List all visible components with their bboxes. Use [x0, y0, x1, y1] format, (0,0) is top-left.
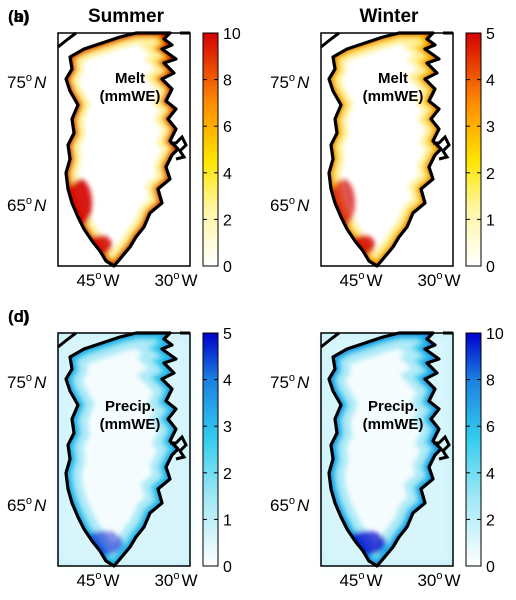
overlay-units: (mmWE)	[363, 416, 424, 433]
latitude-label: 75o N	[7, 372, 47, 392]
panel-label: (a)	[8, 7, 29, 26]
colorbar-tick-label: 5	[486, 26, 495, 43]
colorbar-tick-label: 8	[486, 373, 495, 390]
ellesmere-coast	[320, 31, 340, 49]
colorbar-tick-label: 8	[223, 73, 232, 90]
coastline	[327, 31, 443, 268]
colorbar-tick-label: 6	[486, 419, 495, 436]
panel-label: (c)	[8, 307, 29, 326]
colorbar-tick-label: 4	[486, 73, 495, 90]
coastline	[327, 331, 443, 568]
colorbar-tick-label: 4	[223, 166, 232, 183]
panel-label: (d)	[8, 307, 30, 326]
map-frame	[57, 332, 191, 567]
overlay-variable: Melt	[378, 70, 408, 87]
latitude-label: 75o N	[270, 372, 310, 392]
map-area: Melt(mmWE)	[320, 31, 454, 268]
colorbar-gradient	[202, 332, 219, 567]
panel-title: Winter	[360, 6, 420, 27]
ellesmere-coast	[320, 331, 340, 349]
east-coast-fjord	[170, 434, 188, 461]
longitude-label: 30o W	[417, 570, 460, 590]
colorbar-tick-label: 2	[223, 212, 232, 229]
colorbar: 10 8 6 4 2 0	[465, 326, 504, 576]
colorbar-tick-label: 1	[486, 212, 495, 229]
longitude-label: 30o W	[154, 570, 197, 590]
colorbar-tick-label: 6	[223, 119, 232, 136]
map-frame	[57, 32, 191, 267]
colorbar-tick-label: 5	[223, 326, 232, 343]
panel-title: Summer	[88, 6, 165, 27]
longitude-label: 45o W	[339, 270, 382, 290]
colorbar-gradient	[465, 32, 482, 267]
map-area: Melt(mmWE)	[57, 31, 191, 268]
colorbar-gradient	[465, 332, 482, 567]
colorbar-tick-label: 0	[486, 259, 495, 276]
longitude-label: 30o W	[417, 270, 460, 290]
latitude-label: 75o N	[7, 72, 47, 92]
colorbar-tick-label: 2	[223, 466, 232, 483]
ellesmere-coast	[57, 31, 77, 49]
overlay-variable: Melt	[115, 70, 145, 87]
overlay-variable: Precip.	[368, 398, 418, 415]
colorbar-tick-label: 4	[486, 466, 495, 483]
colorbar-tick-label: 0	[486, 559, 495, 576]
colorbar-tick-label: 3	[486, 119, 495, 136]
colorbar-tick-label: 4	[223, 373, 232, 390]
colorbar-tick-label: 1	[223, 512, 232, 529]
east-coast-fjord	[433, 434, 451, 461]
longitude-label: 45o W	[339, 570, 382, 590]
latitude-label: 75o N	[270, 72, 310, 92]
map-area: Precip.(mmWE)	[320, 331, 454, 568]
longitude-label: 30o W	[154, 270, 197, 290]
colorbar-tick-label: 0	[223, 259, 232, 276]
panel-label: (b)	[8, 7, 30, 26]
longitude-label: 45o W	[76, 570, 119, 590]
map-frame	[320, 332, 454, 567]
colorbar-tick-label: 2	[486, 512, 495, 529]
overlay-units: (mmWE)	[100, 416, 161, 433]
colorbar-tick-label: 2	[486, 166, 495, 183]
colorbar-tick-label: 0	[223, 559, 232, 576]
panel-c: (c) Precip.(mmWE) 75o N 65o N 45o W 30o W 5 4 3 2 1 0	[7, 307, 232, 590]
east-coast-fjord	[433, 134, 451, 161]
colorbar-gradient	[202, 32, 219, 267]
coastline	[64, 31, 180, 268]
colorbar-tick-label: 10	[486, 326, 504, 343]
ellesmere-coast	[57, 331, 77, 349]
colorbar-tick-label: 3	[223, 419, 232, 436]
colorbar: 10 8 6 4 2 0	[202, 26, 241, 276]
east-coast-fjord	[170, 134, 188, 161]
latitude-label: 65o N	[7, 195, 47, 215]
latitude-label: 65o N	[7, 495, 47, 515]
map-area: Precip.(mmWE)	[57, 331, 191, 568]
overlay-units: (mmWE)	[100, 88, 161, 105]
overlay-units: (mmWE)	[363, 88, 424, 105]
colorbar: 5 4 3 2 1 0	[202, 326, 232, 576]
overlay-variable: Precip.	[105, 398, 155, 415]
longitude-label: 45o W	[76, 270, 119, 290]
colorbar-tick-label: 10	[223, 26, 241, 43]
latitude-label: 65o N	[270, 495, 310, 515]
map-frame	[320, 32, 454, 267]
latitude-label: 65o N	[270, 195, 310, 215]
panel-a: (a) Summer Melt(mmWE) 75o N 65o N 45o W 30o W 10 8 6 4…	[7, 6, 241, 290]
colorbar: 5 4 3 2 1 0	[465, 26, 495, 276]
coastline	[64, 331, 180, 568]
